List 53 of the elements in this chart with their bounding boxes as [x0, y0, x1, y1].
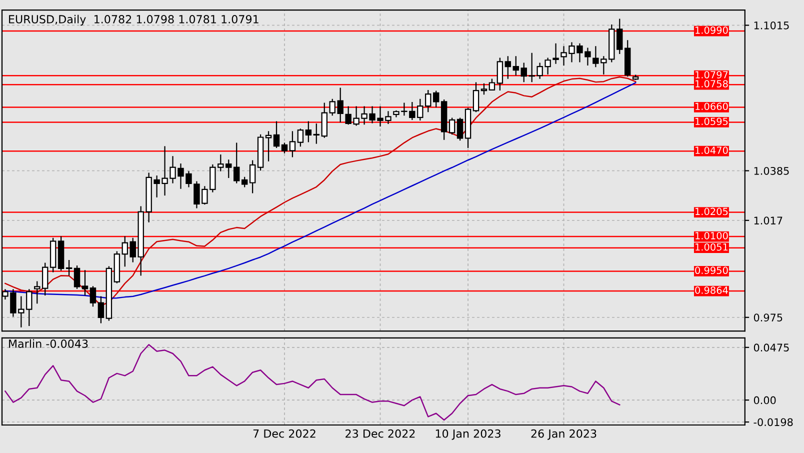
ref-line-label: 0.9864	[695, 286, 728, 294]
y-tick-label: 0.00	[754, 396, 776, 404]
ref-line-label: 1.0797	[696, 71, 728, 78]
ref-line-label: 1.0100	[696, 232, 728, 240]
candlestick	[241, 176, 248, 188]
candlestick	[90, 286, 96, 307]
candlestick	[273, 121, 280, 148]
candlestick	[512, 56, 519, 76]
y-tick-label: 1.1015	[754, 21, 789, 30]
candlestick	[122, 236, 128, 267]
candlestick	[289, 131, 296, 158]
x-tick-label: 7 Dec 2022	[253, 429, 316, 438]
candlestick	[234, 142, 240, 184]
ref-line-label: 1.0660	[696, 102, 728, 110]
candlestick	[425, 90, 432, 112]
candlestick	[432, 90, 440, 108]
ref-line-label: 1.0595	[696, 118, 728, 126]
candlestick	[456, 118, 464, 141]
y-tick-label: 1.0385	[754, 166, 789, 175]
candlestick	[496, 58, 504, 90]
x-tick-label: 26 Jan 2023	[531, 429, 596, 440]
y-tick-label: -0.0198	[754, 418, 793, 426]
chart-title: EURUSD,Daily 1.0782 1.0798 1.0781 1.0791	[9, 14, 258, 26]
ref-line-label: 1.0990	[696, 26, 728, 34]
y-tick-label: 1.017	[754, 216, 782, 224]
y-tick-label: 0.0475	[754, 344, 789, 352]
ref-line-label: 1.0205	[696, 208, 728, 216]
ref-line-label: 1.0758	[696, 80, 728, 88]
candlestick	[265, 131, 272, 162]
candlestick	[34, 281, 40, 304]
candlestick	[74, 266, 80, 289]
candlestick	[488, 78, 496, 90]
candlestick	[305, 121, 312, 142]
candlestick	[281, 142, 288, 154]
ref-line-label: 0.9950	[695, 266, 728, 274]
candlestick	[82, 270, 88, 296]
chart-title: Marlin -0.0043	[9, 339, 88, 348]
candlestick	[66, 260, 72, 276]
candlestick	[42, 262, 48, 296]
ref-line-label: 1.0051	[696, 243, 728, 251]
candlestick	[249, 160, 256, 194]
x-tick-label: 23 Dec 2022	[346, 429, 415, 438]
candlestick	[472, 82, 480, 112]
y-tick-label: 0.975	[754, 314, 782, 322]
candlestick	[480, 83, 488, 95]
candlestick	[313, 124, 320, 144]
x-tick-label: 10 Jan 2023	[436, 429, 500, 440]
candlestick	[98, 296, 104, 324]
candlestick	[448, 118, 456, 135]
candlestick	[321, 102, 328, 138]
ref-line-label: 1.0470	[696, 146, 728, 154]
candlestick	[504, 56, 512, 79]
candlestick	[297, 128, 304, 147]
